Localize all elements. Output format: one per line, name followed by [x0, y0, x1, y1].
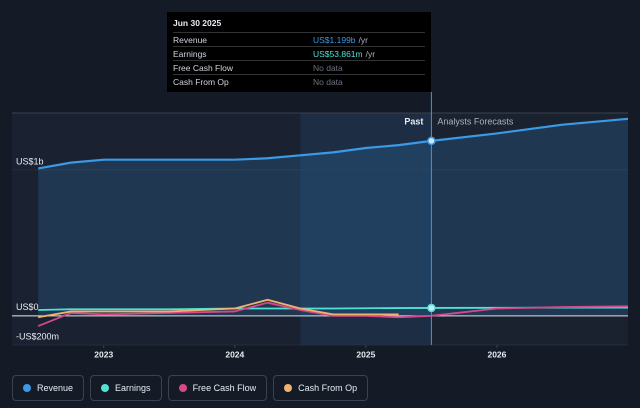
- tooltip-value: No data: [313, 76, 343, 87]
- x-tick-label: 2024: [225, 349, 244, 359]
- legend-item[interactable]: Free Cash Flow: [167, 375, 268, 401]
- tooltip-value: No data: [313, 62, 343, 73]
- y-tick-label: -US$200m: [16, 331, 59, 341]
- series-line: [38, 298, 399, 319]
- legend-swatch: [23, 384, 31, 392]
- legend-label: Cash From Op: [298, 383, 358, 393]
- tooltip-label: Earnings: [173, 48, 207, 59]
- tooltip-value: US$1.199b: [313, 34, 356, 45]
- legend-item[interactable]: Earnings: [90, 375, 162, 401]
- revenue-area: [38, 118, 628, 316]
- y-tick-label: US$0: [16, 302, 39, 312]
- tooltip-label: Revenue: [173, 34, 208, 45]
- series-line: [38, 306, 628, 311]
- forecast-label: Analysts Forecasts: [437, 116, 514, 126]
- legend-swatch: [178, 384, 187, 392]
- tooltip-date: Jun 30 2025: [173, 18, 222, 28]
- x-tick-label: 2023: [94, 349, 113, 359]
- x-tick-label: 2025: [356, 349, 375, 359]
- x-tick-label: 2026: [487, 349, 506, 359]
- series-line: [37, 301, 629, 327]
- tooltip-row: Revenue US$1.199b/yr: [173, 32, 425, 46]
- y-tick-label: US$1b: [16, 156, 44, 166]
- tooltip-row: Cash From Op No data: [173, 74, 425, 88]
- legend-label: Earnings: [115, 383, 151, 393]
- tooltip-label: Cash From Op: [173, 76, 229, 87]
- tooltip-value: US$53.861m: [313, 48, 363, 59]
- legend-item[interactable]: Cash From Op: [273, 375, 369, 401]
- legend-swatch: [101, 384, 110, 392]
- legend-label: Free Cash Flow: [192, 383, 257, 393]
- tooltip-unit: /yr: [365, 48, 376, 59]
- legend-item[interactable]: Revenue: [12, 375, 85, 401]
- tooltip-label: Free Cash Flow: [173, 62, 233, 73]
- point-marker: [427, 136, 436, 146]
- legend-label: Revenue: [37, 383, 74, 393]
- legend-swatch: [284, 384, 293, 392]
- tooltip-row: Free Cash Flow No data: [173, 60, 425, 74]
- past-band: [300, 113, 432, 345]
- past-label: Past: [404, 116, 423, 126]
- point-marker: [427, 303, 436, 313]
- tooltip-unit: /yr: [358, 34, 368, 45]
- tooltip: Jun 30 2025 Revenue US$1.199b/yr Earnings US…: [167, 12, 431, 92]
- legend: Revenue Earnings Free Cash Flow Cash From O…: [12, 375, 369, 401]
- tooltip-row: Earnings US$53.861m/yr: [173, 46, 425, 60]
- series-line: [38, 117, 629, 170]
